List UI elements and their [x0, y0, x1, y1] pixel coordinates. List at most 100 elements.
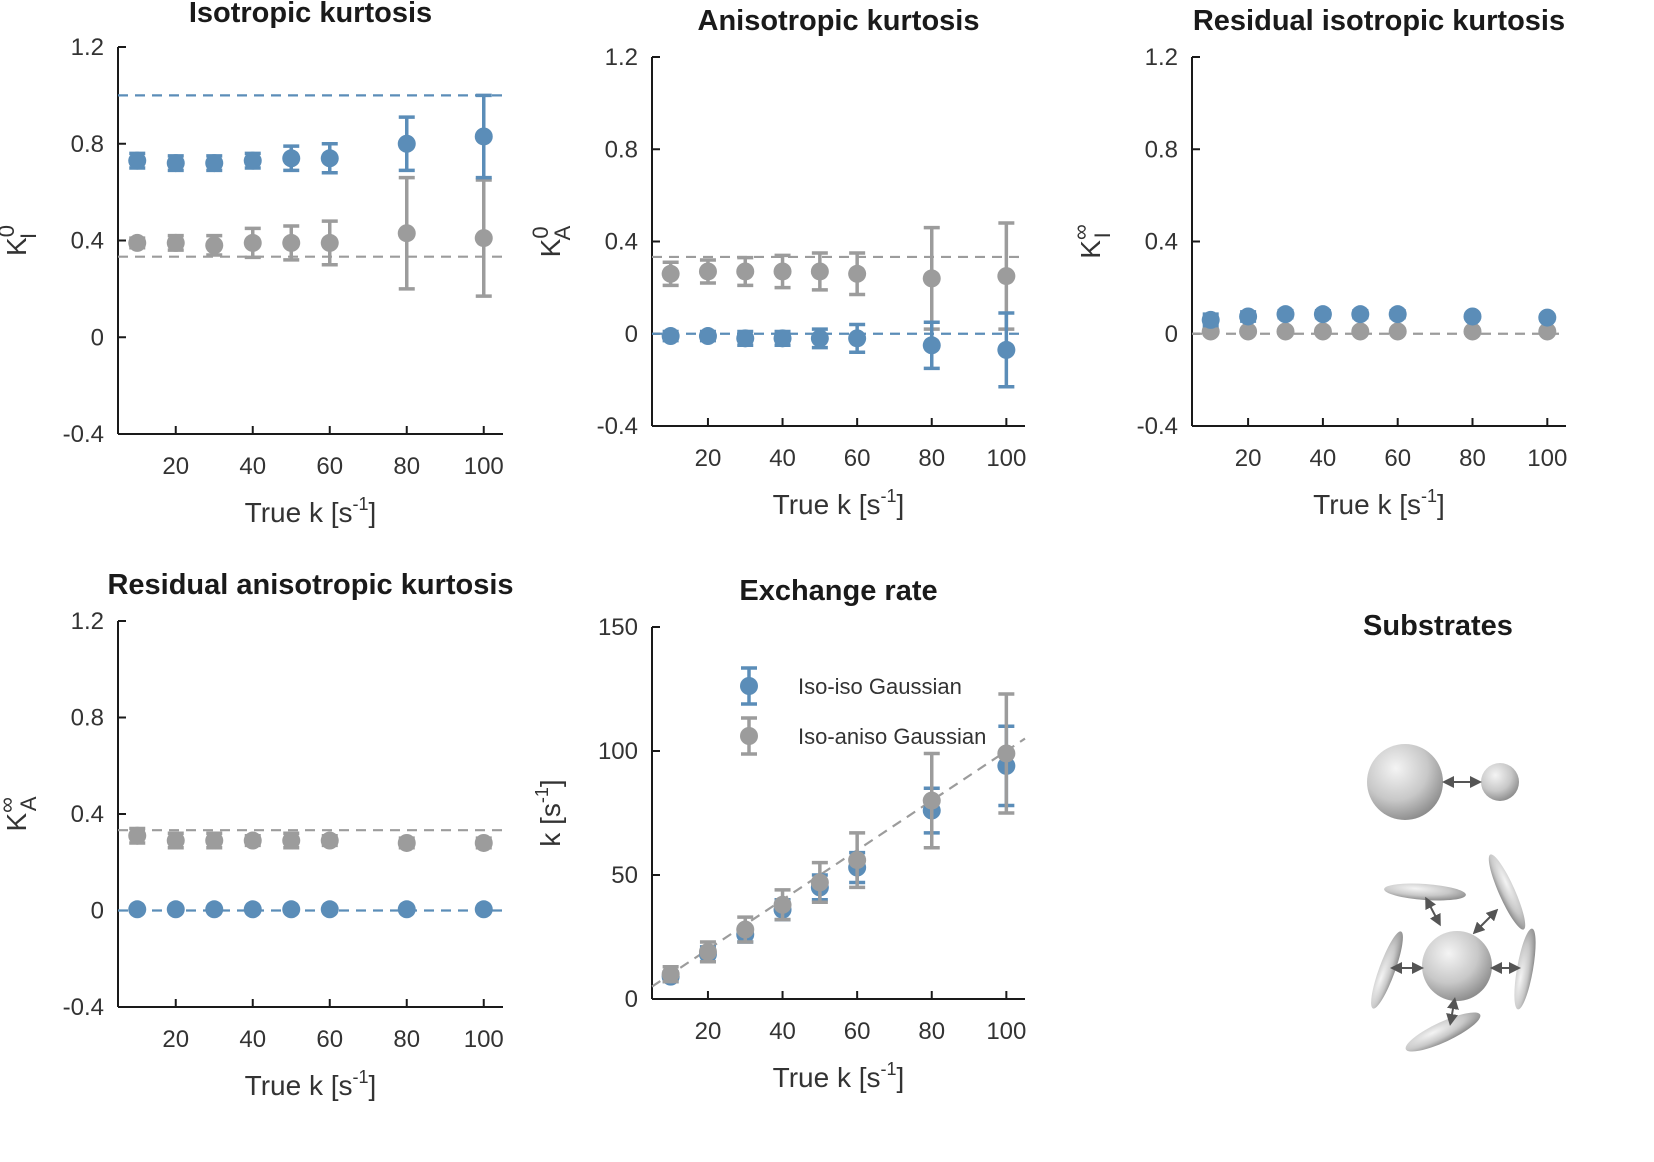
data-point [243, 151, 262, 170]
x-tick-label: 60 [316, 1026, 343, 1053]
x-axis-label-superscript: -1 [1421, 486, 1437, 506]
series-iso-aniso-gaussian [661, 221, 1016, 331]
y-axis-label-subscript: I [16, 233, 41, 239]
y-tick-label: -0.4 [63, 421, 104, 448]
data-point [474, 127, 493, 146]
data-point [810, 262, 829, 281]
data-point [1239, 322, 1258, 341]
data-point [698, 327, 717, 346]
data-point [205, 900, 224, 919]
y-axis-label-superscript: 0 [0, 225, 19, 237]
data-point [997, 340, 1016, 359]
data-point [128, 233, 147, 252]
x-axis-label-tail: ] [1437, 489, 1445, 520]
data-point [1463, 307, 1482, 326]
data-point [1538, 322, 1557, 341]
y-tick-label: 0.4 [71, 801, 104, 828]
small-sphere [1481, 763, 1519, 801]
legend: Iso-iso Gaussian Iso-aniso Gaussian [740, 666, 986, 756]
x-axis-label-tail: ] [369, 1070, 377, 1101]
y-tick-label: 0.8 [71, 131, 104, 158]
data-point [1351, 322, 1370, 341]
series-iso-iso-gaussian [128, 900, 493, 919]
x-axis-label-tail: ] [369, 497, 377, 528]
x-axis-label: True k [s-1] [245, 494, 377, 528]
chart-rate: Exchange rate 150 100 50 0 20 40 60 80 100 True k … [532, 575, 1026, 1093]
data-point [128, 900, 147, 919]
series-iso-iso-gaussian [661, 311, 1016, 389]
data-point [736, 329, 755, 348]
data-point [922, 791, 941, 810]
y-axis-label-text: K [1, 237, 32, 256]
center-sphere [1422, 931, 1492, 1001]
y-axis-label-text: K [535, 238, 566, 257]
y-tick-label: 50 [611, 862, 638, 889]
data-point [397, 224, 416, 243]
y-axis-label-text: k [s [535, 803, 566, 847]
y-axis-label: K∞I [1068, 224, 1115, 258]
chart-aniso: Anisotropic kurtosis 1.2 0.8 0.4 0 -0.4 20 40 60… [528, 5, 1026, 520]
data-point [282, 900, 301, 919]
chart-title: Residual isotropic kurtosis [1193, 5, 1565, 37]
data-point [773, 895, 792, 914]
series-iso-aniso-gaussian [128, 826, 493, 852]
chart-iso: Isotropic kurtosis 1.2 0.8 0.4 0 -0.4 20 40 60 80… [0, 0, 504, 528]
data-point [320, 233, 339, 252]
legend-marker [740, 677, 758, 695]
y-axis-label-text: K [1, 813, 32, 832]
x-tick-label: 40 [239, 1026, 266, 1053]
y-axis-label-superscript: ∞ [1068, 224, 1093, 240]
x-axis-label: True k [s-1] [773, 1059, 905, 1093]
data-point [128, 151, 147, 170]
data-point [320, 831, 339, 850]
data-point [282, 149, 301, 168]
ellipsoid-left [1371, 931, 1403, 1009]
exchange-arrow [1425, 896, 1441, 927]
iso-aniso-substrate-illustration [1371, 854, 1536, 1052]
y-axis-label-superscript: 0 [528, 226, 553, 238]
y-axis-label: K0A [528, 225, 575, 257]
y-tick-label: 150 [598, 614, 638, 641]
data-point [282, 831, 301, 850]
x-tick-label: 40 [1310, 445, 1337, 472]
y-axis-label-subscript: A [16, 796, 41, 811]
data-point [1201, 310, 1220, 329]
ellipsoid-top-left [1384, 883, 1466, 901]
data-point [661, 965, 680, 984]
exchange-arrow [1446, 997, 1459, 1026]
data-point [1313, 305, 1332, 324]
x-axis-label-text: True k [s [245, 1070, 353, 1101]
y-axis-label-subscript: A [550, 225, 575, 240]
x-tick-label: 80 [393, 1026, 420, 1053]
data-point [1463, 322, 1482, 341]
y-tick-label: -0.4 [597, 413, 638, 440]
data-point [166, 831, 185, 850]
x-axis-label-text: True k [s [245, 497, 353, 528]
y-tick-label: -0.4 [63, 994, 104, 1021]
x-axis-label-tail: ] [897, 1062, 905, 1093]
data-point [661, 264, 680, 283]
x-tick-label: 20 [162, 1026, 189, 1053]
chart-riso: Residual isotropic kurtosis 1.2 0.8 0.4 0 -0.… [1068, 5, 1567, 520]
y-tick-label: 0 [625, 321, 638, 348]
data-point [166, 233, 185, 252]
y-tick-label: 0 [91, 324, 104, 351]
data-point [698, 262, 717, 281]
x-tick-label: 20 [1235, 445, 1262, 472]
x-tick-label: 100 [464, 453, 504, 480]
y-tick-label: 1.2 [1145, 44, 1178, 71]
x-tick-label: 40 [769, 1018, 796, 1045]
x-axis-label-superscript: -1 [881, 1059, 897, 1079]
chart-title: Exchange rate [739, 575, 937, 607]
chart-title: Residual anisotropic kurtosis [107, 569, 513, 601]
y-tick-label: 100 [598, 738, 638, 765]
ellipsoid-right [1514, 928, 1536, 1010]
x-tick-label: 40 [239, 453, 266, 480]
x-axis-label-superscript: -1 [353, 494, 369, 514]
data-point [397, 833, 416, 852]
data-point [1313, 322, 1332, 341]
substrates-title: Substrates [1363, 610, 1513, 642]
y-axis-label-subscript: I [1090, 232, 1115, 238]
data-point [1276, 305, 1295, 324]
